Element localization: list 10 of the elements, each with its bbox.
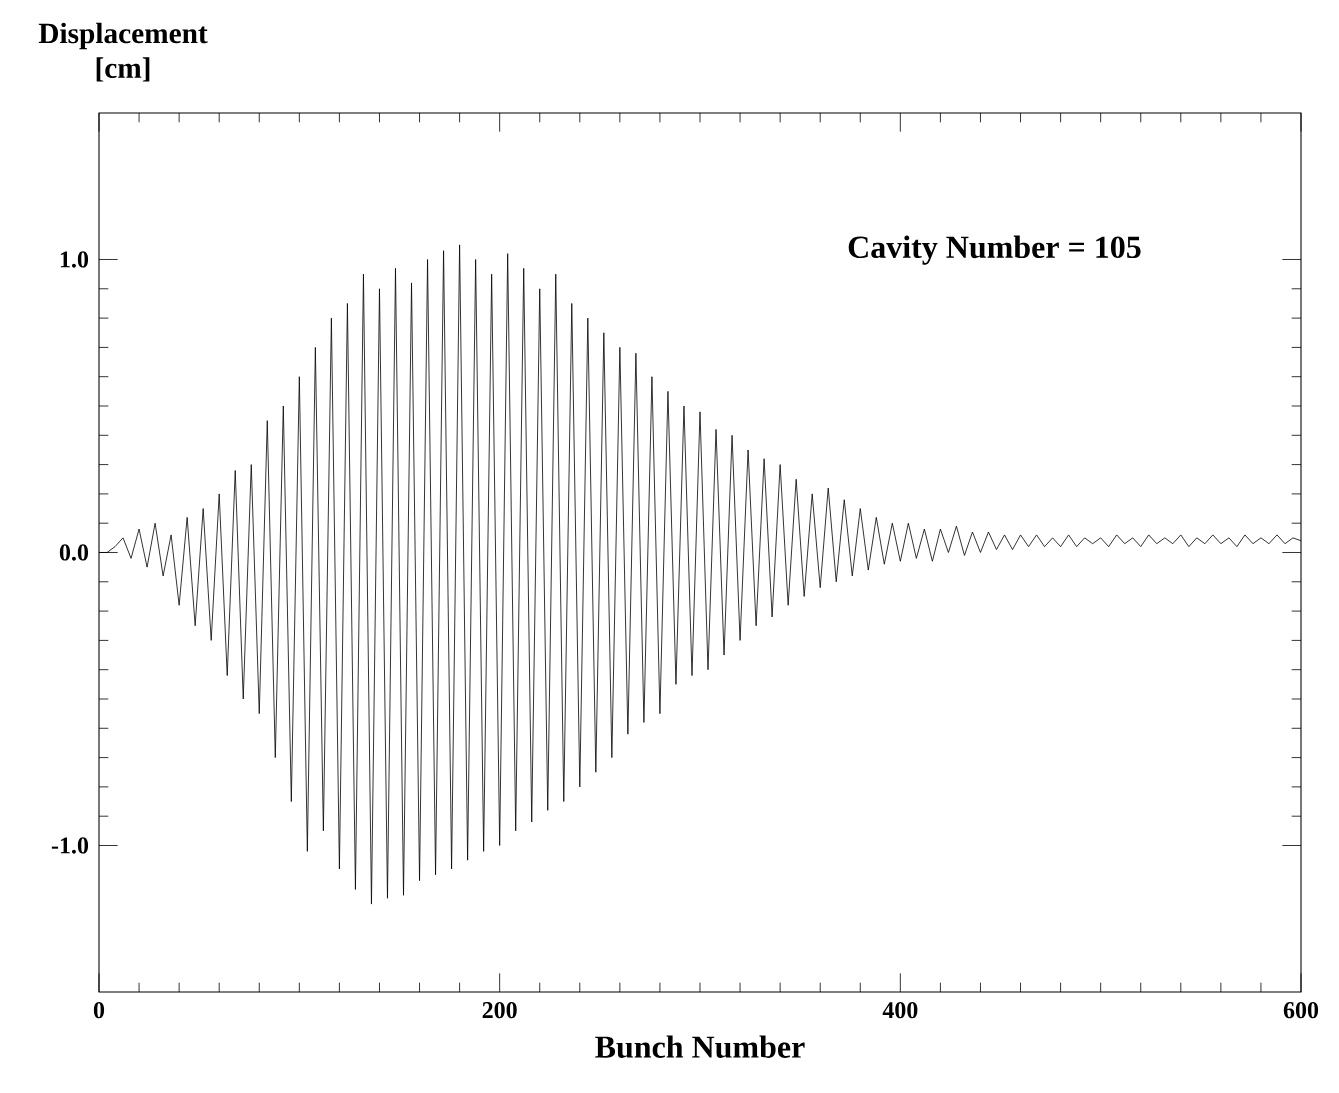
x-tick-label: 400 [882, 1002, 918, 1019]
y-tick-label: -1.0 [51, 837, 89, 854]
annotation: Cavity Number = 105 [848, 235, 1141, 265]
y-axis-title: Displacement [cm] [38, 22, 208, 82]
x-tick-label: 200 [482, 1002, 517, 1019]
x-tick-label: 600 [1283, 1002, 1319, 1019]
y-tick-label: 1.0 [60, 251, 89, 268]
y-tick-label: 0.0 [59, 544, 89, 561]
x-axis-title: Bunch Number [595, 1035, 805, 1058]
x-tick-label: 0 [93, 1002, 105, 1019]
